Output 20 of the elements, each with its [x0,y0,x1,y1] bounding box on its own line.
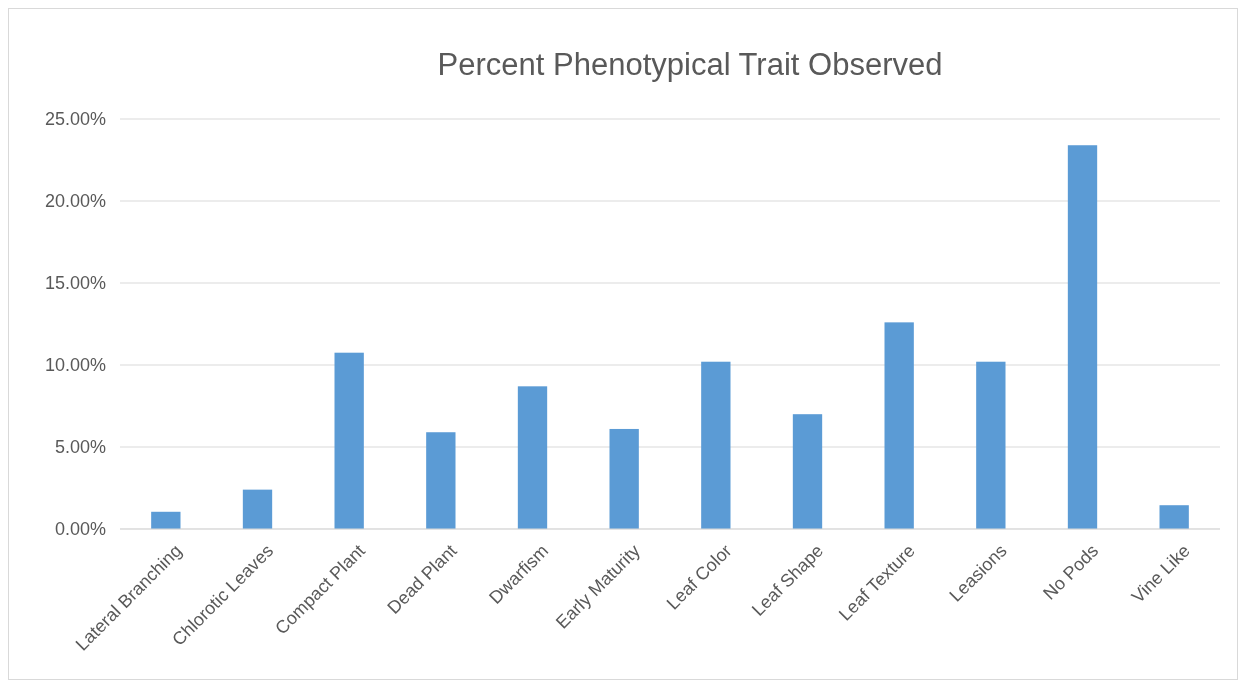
bar [1159,505,1189,529]
x-tick-label: Vine Like [1127,540,1194,607]
y-tick-label: 5.00% [54,437,106,458]
bar [1067,145,1098,529]
bar [701,361,731,529]
bar [517,386,548,529]
bar [609,428,639,529]
bar [242,489,273,529]
bar [792,414,823,529]
bar [426,432,456,529]
bar [151,511,181,529]
bar [334,352,364,529]
chart-title: Percent Phenotypical Trait Observed [437,47,943,82]
y-tick-label: 25.00% [44,109,106,130]
y-tick-label: 10.00% [44,355,106,376]
y-tick-label: 0.00% [54,519,106,540]
y-tick-label: 15.00% [44,273,106,294]
y-tick-label: 20.00% [44,191,106,212]
bar [884,322,914,529]
bar [976,361,1006,529]
